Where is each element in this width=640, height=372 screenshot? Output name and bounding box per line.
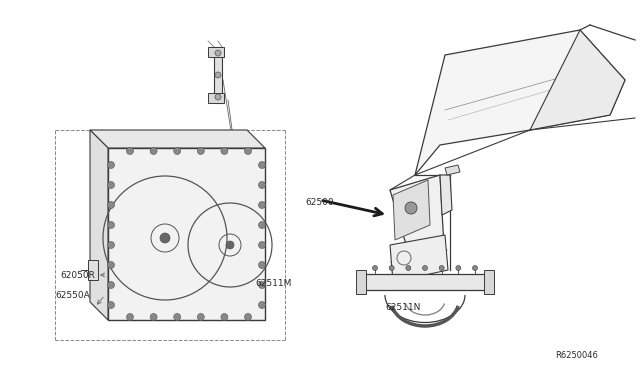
Circle shape — [108, 221, 115, 228]
Polygon shape — [90, 130, 108, 320]
Polygon shape — [415, 30, 625, 175]
Circle shape — [259, 301, 266, 308]
Polygon shape — [108, 148, 265, 320]
Circle shape — [244, 148, 252, 154]
Circle shape — [259, 202, 266, 208]
Text: 62550A: 62550A — [55, 291, 90, 299]
Circle shape — [389, 266, 394, 270]
Text: 62050R: 62050R — [60, 270, 95, 279]
Text: 62500: 62500 — [305, 198, 333, 206]
Circle shape — [405, 202, 417, 214]
Circle shape — [372, 266, 378, 270]
Circle shape — [173, 148, 180, 154]
Text: R6250046: R6250046 — [555, 350, 598, 359]
Circle shape — [215, 94, 221, 100]
Polygon shape — [445, 165, 460, 175]
Circle shape — [259, 182, 266, 189]
Circle shape — [259, 241, 266, 248]
Circle shape — [108, 202, 115, 208]
Circle shape — [472, 266, 477, 270]
Circle shape — [108, 161, 115, 169]
Polygon shape — [88, 260, 98, 280]
Circle shape — [108, 241, 115, 248]
Polygon shape — [530, 30, 625, 130]
Polygon shape — [484, 270, 494, 294]
Circle shape — [108, 262, 115, 269]
Circle shape — [215, 50, 221, 56]
Circle shape — [259, 282, 266, 289]
Polygon shape — [90, 130, 265, 148]
Polygon shape — [440, 175, 452, 215]
Circle shape — [197, 148, 204, 154]
Circle shape — [259, 262, 266, 269]
Polygon shape — [208, 93, 224, 103]
Circle shape — [108, 182, 115, 189]
Circle shape — [226, 241, 234, 249]
Circle shape — [150, 148, 157, 154]
Circle shape — [150, 314, 157, 321]
Circle shape — [215, 72, 221, 78]
Polygon shape — [390, 235, 448, 282]
Polygon shape — [208, 47, 224, 57]
Polygon shape — [360, 274, 490, 290]
Circle shape — [406, 266, 411, 270]
Text: 62511M: 62511M — [255, 279, 291, 288]
Circle shape — [127, 314, 134, 321]
Circle shape — [439, 266, 444, 270]
Polygon shape — [393, 180, 430, 240]
Circle shape — [259, 161, 266, 169]
Circle shape — [160, 233, 170, 243]
Text: 62511N: 62511N — [385, 304, 420, 312]
Circle shape — [244, 314, 252, 321]
Circle shape — [259, 221, 266, 228]
Circle shape — [221, 148, 228, 154]
Circle shape — [197, 314, 204, 321]
Circle shape — [127, 148, 134, 154]
Circle shape — [108, 301, 115, 308]
Circle shape — [108, 282, 115, 289]
Circle shape — [456, 266, 461, 270]
Circle shape — [221, 314, 228, 321]
Polygon shape — [214, 47, 222, 103]
Polygon shape — [356, 270, 366, 294]
Polygon shape — [390, 175, 445, 275]
Circle shape — [422, 266, 428, 270]
Circle shape — [173, 314, 180, 321]
